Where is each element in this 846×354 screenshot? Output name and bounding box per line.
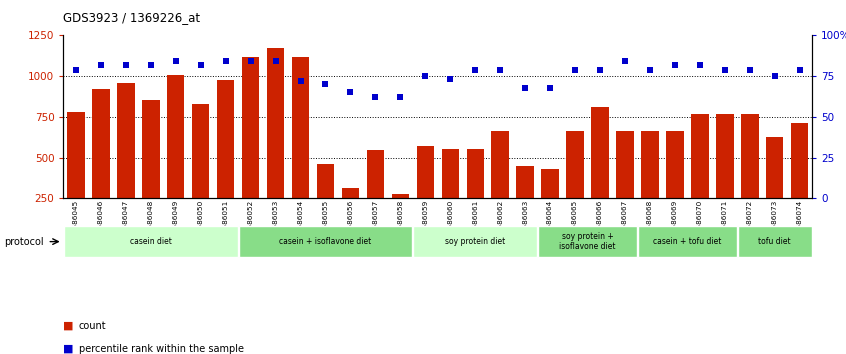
Point (493, 67, 507, 73)
Text: count: count (79, 321, 107, 331)
Bar (142, 100, 160, 239)
Bar (167, 75, 184, 239)
Bar (192, 104, 210, 239)
Point (343, 90, 357, 95)
Bar (466, 149, 484, 239)
Bar (242, 57, 260, 239)
Bar (217, 80, 234, 239)
Point (718, 67, 732, 73)
Bar (292, 57, 310, 239)
Bar (92, 89, 110, 239)
Bar (616, 131, 634, 239)
Point (319, 81, 332, 87)
Point (743, 67, 756, 73)
Bar (791, 123, 809, 239)
Text: soy protein diet: soy protein diet (445, 237, 505, 246)
Text: ■: ■ (63, 344, 74, 354)
Bar (392, 194, 409, 239)
Point (693, 62, 706, 68)
Text: GDS3923 / 1369226_at: GDS3923 / 1369226_at (63, 11, 201, 24)
Point (469, 67, 482, 73)
Point (643, 67, 656, 73)
Point (219, 59, 233, 64)
Text: protocol: protocol (4, 238, 44, 247)
Bar (541, 169, 559, 239)
Point (169, 59, 183, 64)
Bar (716, 114, 733, 239)
Bar (266, 47, 284, 239)
Bar (67, 112, 85, 239)
Text: casein + isoflavone diet: casein + isoflavone diet (279, 237, 371, 246)
Bar (738, 227, 811, 257)
Text: percentile rank within the sample: percentile rank within the sample (79, 344, 244, 354)
Point (768, 73, 782, 79)
Bar (316, 164, 334, 239)
Bar (342, 188, 360, 239)
Point (269, 59, 283, 64)
Bar (566, 131, 584, 239)
Point (69, 67, 83, 73)
Point (519, 85, 532, 90)
Text: casein diet: casein diet (130, 237, 172, 246)
Bar (638, 227, 737, 257)
Text: ■: ■ (63, 321, 74, 331)
Bar (442, 149, 459, 239)
Bar (416, 146, 434, 239)
Point (593, 67, 607, 73)
Point (94, 62, 107, 68)
Bar (117, 82, 135, 239)
Bar (414, 227, 537, 257)
Point (569, 67, 582, 73)
Bar (492, 131, 509, 239)
Text: casein + tofu diet: casein + tofu diet (653, 237, 722, 246)
Point (119, 62, 133, 68)
Text: soy protein +
isoflavone diet: soy protein + isoflavone diet (559, 232, 616, 251)
Point (294, 78, 307, 84)
Point (793, 67, 806, 73)
Point (244, 59, 257, 64)
Bar (591, 107, 609, 239)
Bar (691, 114, 709, 239)
Bar (741, 114, 759, 239)
Bar (64, 227, 238, 257)
Bar (538, 227, 637, 257)
Text: tofu diet: tofu diet (758, 237, 791, 246)
Bar (641, 131, 659, 239)
Bar (239, 227, 412, 257)
Point (144, 62, 157, 68)
Point (618, 59, 632, 64)
Bar (666, 131, 684, 239)
Bar (516, 166, 534, 239)
Bar (766, 137, 783, 239)
Point (668, 62, 682, 68)
Bar (366, 150, 384, 239)
Point (443, 76, 457, 82)
Point (393, 95, 407, 100)
Point (369, 95, 382, 100)
Point (543, 85, 557, 90)
Point (419, 73, 432, 79)
Point (194, 62, 207, 68)
